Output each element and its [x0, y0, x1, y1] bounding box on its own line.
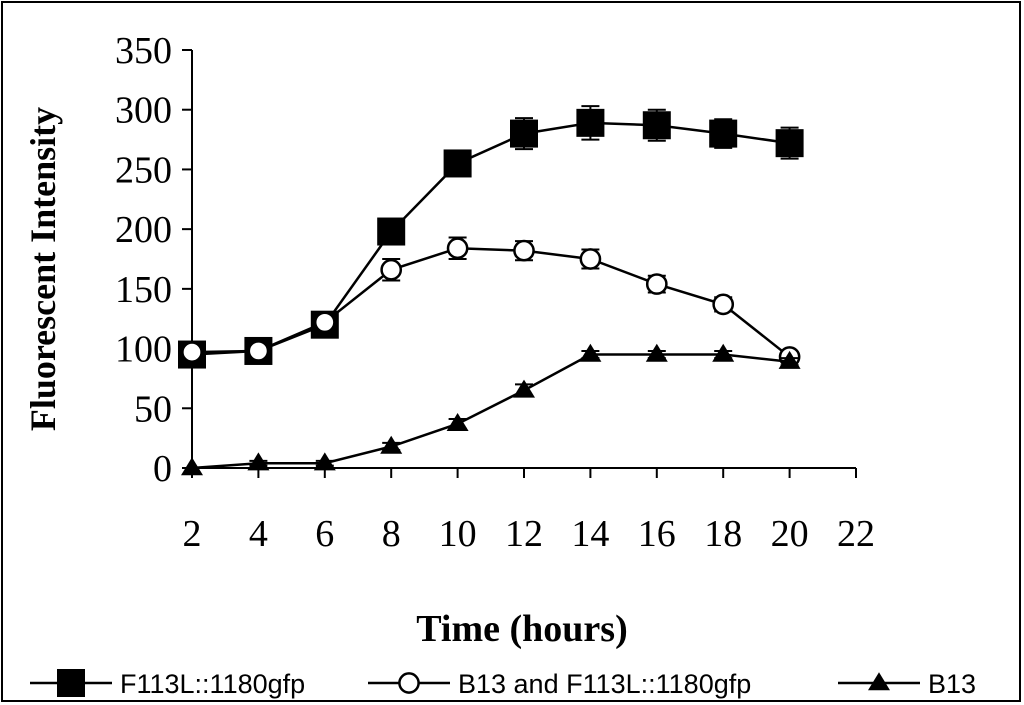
data-point — [446, 413, 469, 432]
x-tick-label: 2 — [183, 513, 202, 555]
data-point — [778, 350, 801, 369]
series-line — [191, 121, 790, 356]
x-tick-label: 18 — [704, 513, 742, 555]
data-point — [313, 311, 336, 334]
y-tick-label: 50 — [134, 388, 172, 430]
data-point — [579, 248, 602, 270]
data-point — [775, 129, 804, 158]
y-tick-label: 300 — [115, 90, 172, 132]
y-axis-label: Fluorescent Intensity — [23, 107, 63, 431]
data-point — [709, 119, 738, 148]
legend-label: B13 and F113L::1180gfp — [458, 669, 751, 699]
x-tick-label: 4 — [249, 513, 268, 555]
data-point — [712, 293, 735, 316]
data-point — [712, 343, 735, 362]
data-point — [443, 149, 472, 178]
series-line — [191, 246, 791, 358]
x-axis-label: Time (hours) — [416, 608, 627, 650]
data-point — [510, 119, 538, 148]
data-point — [380, 435, 403, 454]
data-point — [247, 452, 270, 471]
data-point — [579, 343, 602, 362]
data-point — [645, 273, 668, 295]
series-1 — [181, 236, 801, 368]
data-point — [513, 379, 535, 398]
data-point — [380, 258, 403, 281]
legend-marker — [868, 672, 890, 691]
x-tick-label: 20 — [771, 513, 809, 555]
y-tick-label: 150 — [115, 269, 172, 311]
y-tick-label: 350 — [115, 30, 172, 72]
data-point — [513, 239, 535, 262]
series-0 — [178, 105, 804, 369]
legend-marker — [398, 672, 420, 694]
legend-label: B13 — [928, 669, 976, 699]
x-tick-label: 6 — [315, 513, 334, 555]
legend-item-2: B13 — [838, 669, 976, 699]
y-tick-label: 200 — [115, 209, 172, 251]
series-line — [191, 353, 790, 470]
data-point — [642, 111, 671, 140]
x-tick-label: 10 — [439, 513, 477, 555]
x-tick-label: 22 — [837, 513, 875, 555]
data-point — [181, 341, 203, 364]
data-point — [645, 343, 668, 362]
series-2 — [181, 343, 801, 476]
data-point — [181, 457, 203, 476]
y-tick-label: 250 — [115, 149, 172, 191]
legend-label: F113L::1180gfp — [120, 669, 305, 699]
legend-marker — [57, 669, 85, 697]
legend-item-1: B13 and F113L::1180gfp — [368, 669, 751, 699]
x-tick-label: 12 — [505, 513, 543, 555]
data-point — [446, 237, 469, 260]
y-tick-label: 0 — [153, 448, 172, 490]
x-tick-label: 8 — [382, 513, 401, 555]
legend-item-0: F113L::1180gfp — [30, 669, 305, 699]
x-tick-label: 14 — [571, 513, 609, 555]
x-tick-label: 16 — [638, 513, 676, 555]
data-point — [313, 452, 336, 471]
legend: F113L::1180gfp B13 and F113L::1180gfp B13 — [30, 669, 976, 699]
y-tick-label: 100 — [115, 329, 172, 371]
data-point — [576, 108, 605, 137]
data-point — [377, 217, 406, 246]
line-chart: 0 50 100 150 200 250 300 350 2 4 6 8 10 12 14 16 18 20 22 F… — [23, 30, 976, 699]
data-point — [247, 340, 270, 362]
